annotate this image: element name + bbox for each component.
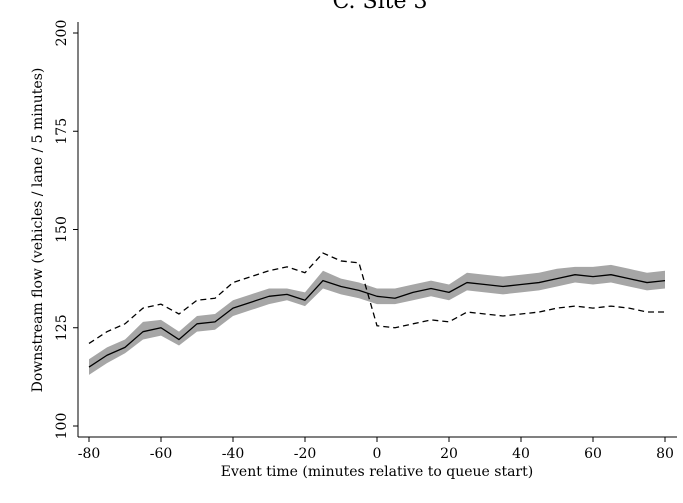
x-tick-label: -80: [78, 446, 101, 462]
y-tick-label: 200: [54, 20, 70, 47]
y-tick-label: 125: [54, 314, 70, 341]
x-tick-label: -20: [294, 446, 317, 462]
x-tick-label: -40: [222, 446, 245, 462]
confidence-band: [89, 264, 665, 375]
x-tick-label: 60: [584, 446, 602, 462]
chart-title: C. Site 3: [333, 0, 428, 14]
y-tick-label: 100: [54, 413, 70, 440]
x-tick-label: 40: [512, 446, 530, 462]
x-tick-label: 80: [656, 446, 674, 462]
x-tick-label: 0: [373, 446, 382, 462]
x-axis-title: Event time (minutes relative to queue st…: [221, 464, 533, 480]
plot-area: 100 125 150 175 200 -80 -60 -40 -20 0 20 40 60 80: [54, 20, 677, 462]
y-tick-label: 175: [54, 118, 70, 145]
x-tick-label: 20: [440, 446, 458, 462]
x-tick-label: -60: [150, 446, 173, 462]
dashed-series-line: [88, 252, 665, 345]
y-axis-title: Downstream flow (vehicles / lane / 5 min…: [30, 68, 46, 393]
y-tick-label: 150: [54, 216, 70, 243]
solid-series-line: [88, 274, 666, 368]
